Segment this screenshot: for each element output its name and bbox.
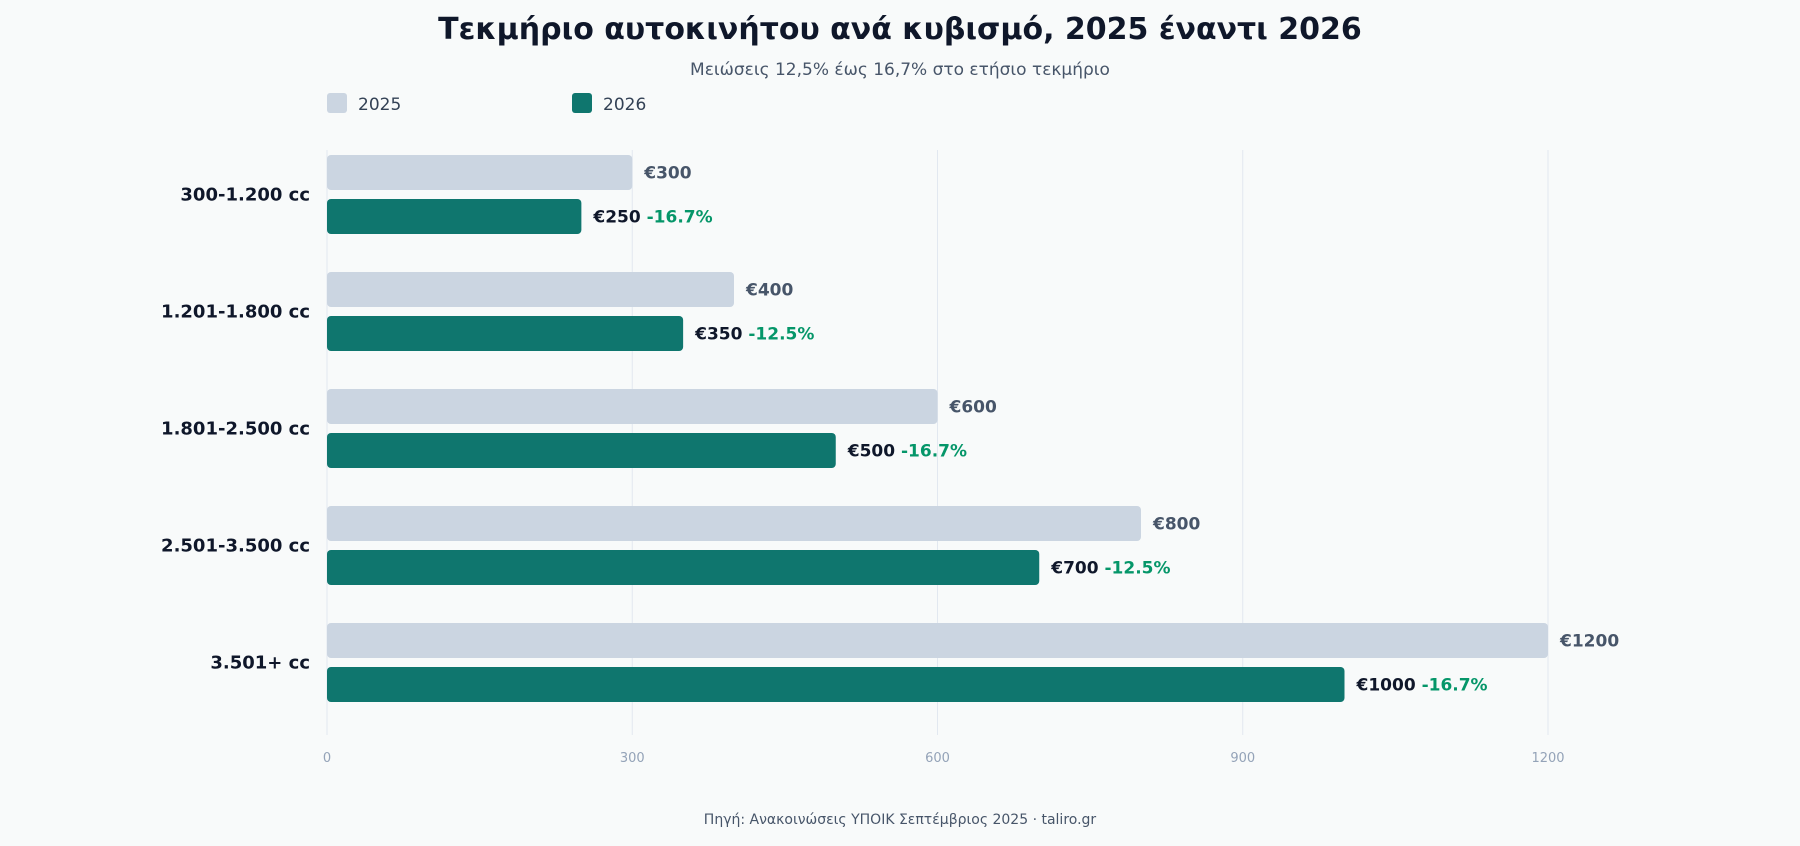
- bar-2026: [327, 433, 836, 468]
- data-labels: €300 €250 -16.7% €400 €350 -12.5% €600 €500 -…: [592, 164, 1619, 696]
- bars: [327, 155, 1548, 702]
- chart-subtitle: Μειώσεις 12,5% έως 16,7% στο ετήσιο τεκμ…: [690, 60, 1110, 80]
- category-label: 300-1.200 cc: [180, 185, 310, 206]
- bar-value-2026: €500: [847, 442, 901, 462]
- bar-label-2025: €800: [1152, 515, 1200, 535]
- bar-label-2026: €500 -16.7%: [847, 442, 967, 462]
- legend-swatch-2025: [327, 93, 347, 113]
- x-tick-label: 600: [925, 751, 950, 766]
- bar-change-2026: -12.5%: [1104, 559, 1170, 579]
- legend-swatch-2026: [572, 93, 592, 113]
- bar-label-2025: €1200: [1559, 632, 1619, 652]
- bar-value-2026: €700: [1050, 559, 1104, 579]
- bar-label-2025: €400: [745, 281, 793, 301]
- legend: 2025 2026: [327, 93, 646, 115]
- bar-label-2026: €1000 -16.7%: [1356, 676, 1488, 696]
- category-label: 2.501-3.500 cc: [161, 536, 310, 557]
- bar-chart: 2025 2026 €300€250 -16.7%€400€350 -12.5%€…: [161, 93, 1619, 766]
- legend-label-2025: 2025: [358, 95, 401, 115]
- category-labels: 300-1.200 cc 1.201-1.800 cc 1.801-2.500 cc…: [161, 185, 310, 674]
- bar-label-2026: €250 -16.7%: [592, 208, 712, 228]
- bar-change-2026: -12.5%: [748, 325, 814, 345]
- category-label: 1.201-1.800 cc: [161, 302, 310, 323]
- bar-2026: [327, 316, 684, 351]
- bar-2025: [327, 506, 1141, 541]
- category-label: 3.501+ cc: [210, 653, 310, 674]
- chart-title: Τεκμήριο αυτοκινήτου ανά κυβισμό, 2025 έ…: [438, 12, 1362, 47]
- category-label: 1.801-2.500 cc: [161, 419, 310, 440]
- bar-label-2025: €300: [643, 164, 691, 184]
- bar-2026: [327, 199, 582, 234]
- bar-label-2026: €700 -12.5%: [1050, 559, 1170, 579]
- bar-2026: [327, 667, 1345, 702]
- bar-2026: [327, 550, 1040, 585]
- bar-2025: [327, 389, 938, 424]
- bar-2025: [327, 623, 1548, 658]
- bar-change-2026: -16.7%: [1422, 676, 1488, 696]
- x-tick-label: 300: [620, 751, 645, 766]
- bar-label-2026: €350 -12.5%: [694, 325, 814, 345]
- x-tick-label: 1200: [1531, 751, 1564, 766]
- bar-change-2026: -16.7%: [901, 442, 967, 462]
- bar-change-2026: -16.7%: [647, 208, 713, 228]
- bar-value-2026: €250: [592, 208, 646, 228]
- bar-value-2026: €350: [694, 325, 748, 345]
- x-tick-labels: 0 300 600 900 1200: [323, 751, 1565, 766]
- source-note: Πηγή: Ανακοινώσεις ΥΠΟΙΚ Σεπτέμβριος 202…: [703, 812, 1097, 828]
- bar-2025: [327, 272, 734, 307]
- bar-value-2026: €1000: [1356, 676, 1422, 696]
- bar-2025: [327, 155, 633, 190]
- x-tick-label: 900: [1230, 751, 1255, 766]
- bar-label-2025: €600: [949, 398, 997, 418]
- legend-label-2026: 2026: [603, 95, 646, 115]
- x-tick-label: 0: [323, 751, 331, 766]
